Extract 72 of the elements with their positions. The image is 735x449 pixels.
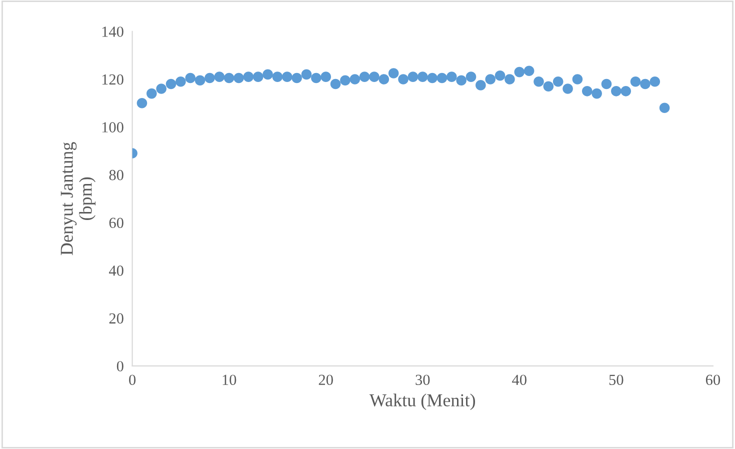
y-tick-label: 20 — [109, 313, 124, 324]
point — [601, 78, 612, 90]
point — [408, 72, 418, 82]
point — [185, 72, 196, 84]
point — [292, 72, 302, 84]
x-tick-label: 10 — [222, 374, 236, 386]
point — [330, 78, 341, 90]
point — [272, 72, 283, 82]
point — [659, 102, 670, 114]
point — [166, 78, 176, 90]
x-tick-label: 20 — [318, 374, 333, 386]
point — [552, 76, 564, 87]
point — [204, 72, 215, 84]
point — [611, 86, 622, 96]
point — [582, 86, 592, 96]
point — [446, 72, 457, 82]
point — [543, 81, 554, 92]
y-tick-label: 0 — [116, 361, 124, 372]
point — [562, 84, 573, 94]
y-tick-label: 80 — [109, 170, 124, 180]
point — [620, 86, 632, 96]
point — [262, 69, 273, 80]
point — [176, 76, 186, 87]
x-tick-label: 60 — [706, 374, 720, 386]
point — [630, 76, 641, 87]
point — [243, 72, 254, 82]
point — [234, 72, 244, 84]
y-tick-label: 120 — [102, 74, 124, 85]
point — [156, 84, 166, 94]
point — [427, 72, 438, 84]
point — [378, 74, 390, 84]
point — [417, 72, 428, 82]
x-tick-label: 40 — [512, 374, 526, 386]
y-tick-label: 140 — [102, 26, 124, 37]
y-axis-title: Denyut Jantung (bpm) — [60, 142, 96, 256]
x-axis-title: Waktu (Menit) — [369, 394, 476, 410]
point — [359, 72, 370, 82]
point — [436, 72, 448, 84]
point — [224, 72, 234, 84]
point — [534, 76, 544, 87]
point — [572, 74, 583, 84]
y-tick-label: 100 — [102, 122, 124, 132]
point — [524, 66, 534, 76]
point — [311, 72, 322, 84]
point — [388, 68, 399, 78]
point — [592, 88, 602, 99]
point — [494, 70, 506, 81]
point — [398, 74, 408, 84]
point — [514, 66, 525, 78]
x-tick-label: 30 — [416, 374, 430, 386]
point — [485, 74, 496, 84]
point — [504, 74, 515, 84]
x-tick-label: 0 — [129, 374, 136, 386]
y-tick-label: 60 — [109, 218, 124, 228]
point — [146, 88, 157, 99]
point — [194, 75, 206, 86]
point — [252, 72, 264, 82]
point — [301, 69, 312, 80]
point — [466, 72, 476, 82]
point — [136, 98, 148, 108]
point — [350, 74, 360, 84]
point — [320, 72, 331, 82]
point — [282, 72, 292, 82]
point — [456, 75, 466, 86]
point — [640, 78, 650, 90]
y-tick-label: 40 — [108, 266, 124, 276]
point — [650, 76, 660, 87]
point — [340, 75, 350, 86]
point — [214, 72, 225, 82]
point — [369, 72, 380, 82]
point — [476, 80, 486, 90]
x-tick-label: 50 — [609, 374, 624, 386]
